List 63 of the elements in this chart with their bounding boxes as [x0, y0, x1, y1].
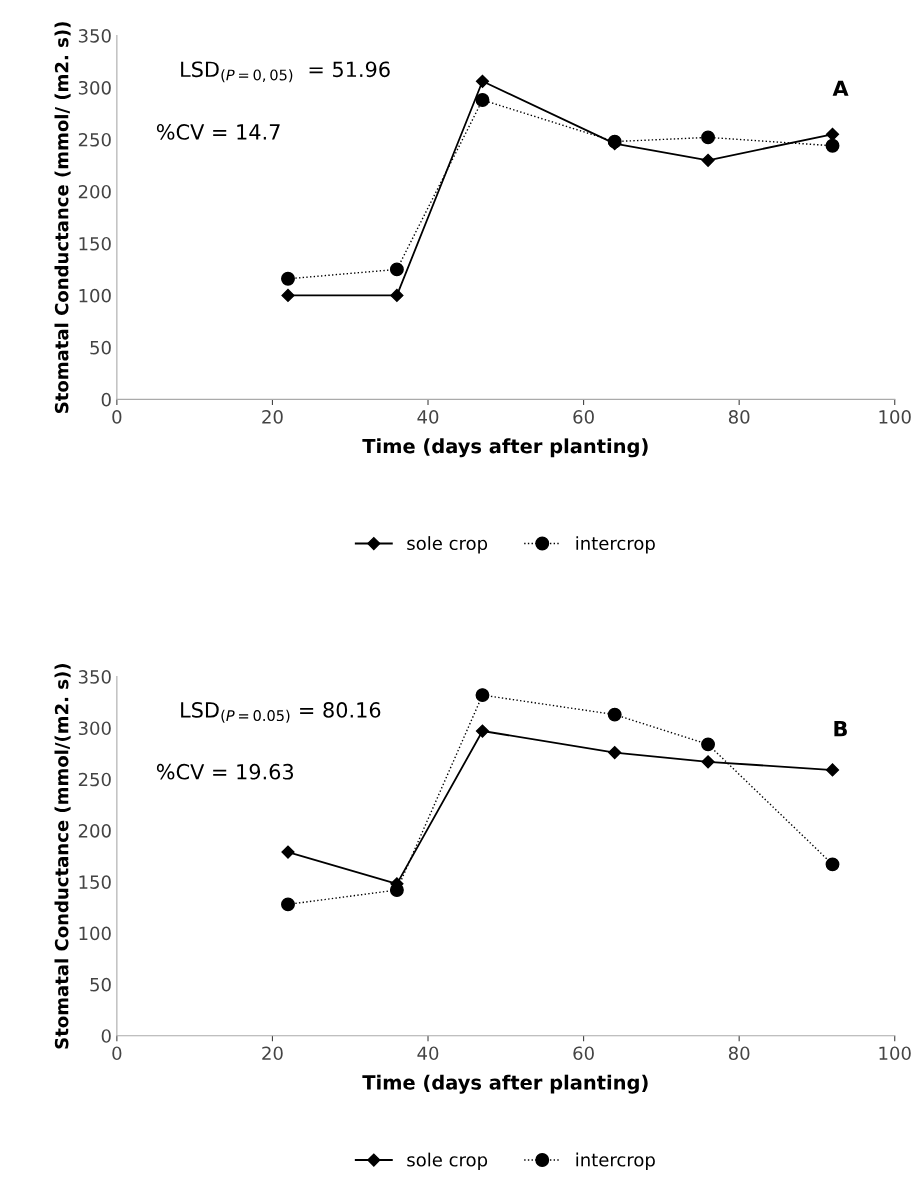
x-tick-label: 60 — [573, 410, 594, 424]
point — [475, 93, 490, 107]
y-axis-title: Stomatal Conductance (mmol/ (m2. s)) — [54, 22, 71, 413]
y-tick-label: 0 — [101, 392, 111, 407]
point — [825, 857, 840, 872]
x-tick-label: 80 — [728, 1046, 750, 1061]
legend-label: sole crop — [407, 1152, 488, 1171]
y-tick-label: 300 — [78, 721, 111, 736]
point — [825, 138, 840, 153]
y-tick-label: 250 — [78, 772, 111, 787]
y-tick-label: 200 — [78, 823, 111, 838]
y-tick-label: 200 — [78, 184, 111, 199]
point — [825, 127, 840, 141]
x-tick-label: 20 — [262, 410, 283, 424]
x-axis-title: Time (days after planting) — [362, 438, 648, 458]
y-tick-label: 350 — [78, 670, 111, 684]
point — [475, 688, 490, 703]
point — [389, 883, 404, 897]
point — [701, 130, 715, 145]
annotation: B — [834, 721, 847, 737]
x-tick-label: 100 — [879, 1046, 911, 1061]
y-tick-label: 50 — [90, 977, 111, 992]
y-tick-label: 300 — [78, 80, 111, 95]
y-tick-label: 350 — [78, 29, 111, 43]
point — [825, 763, 840, 777]
point — [701, 755, 715, 769]
point — [475, 724, 490, 738]
point — [281, 845, 295, 859]
annotation: LSD$_{(P=0.05)}$ = 80.16 — [181, 702, 381, 723]
point — [608, 745, 622, 760]
x-tick-label: 40 — [417, 1046, 439, 1061]
point — [701, 153, 715, 167]
point — [607, 707, 622, 722]
point — [389, 262, 404, 277]
point — [390, 288, 404, 302]
annotation: %CV = 19.63 — [156, 763, 294, 780]
y-tick-label: 250 — [78, 132, 111, 147]
y-tick-label: 50 — [90, 340, 111, 355]
point — [701, 737, 715, 752]
x-tick-label: 60 — [573, 1046, 594, 1061]
legend-label: sole crop — [407, 536, 488, 554]
annotation: A — [832, 80, 849, 96]
x-tick-label: 100 — [879, 410, 911, 424]
y-tick-label: 100 — [79, 288, 111, 303]
point — [281, 897, 295, 912]
x-tick-label: 40 — [417, 410, 439, 424]
y-tick-label: 150 — [79, 875, 111, 889]
x-tick-label: 80 — [728, 410, 750, 424]
legend-label: intercrop — [576, 536, 655, 554]
annotation: LSD$_{(P=0,05)}$ = 51.96 — [181, 61, 390, 83]
legend-label: intercrop — [576, 1152, 655, 1171]
y-tick-label: 100 — [79, 926, 111, 941]
x-tick-label: 0 — [112, 410, 122, 424]
point — [475, 74, 490, 88]
x-tick-label: 20 — [262, 1046, 283, 1061]
x-tick-label: 0 — [112, 1046, 122, 1061]
point — [281, 288, 295, 302]
y-tick-label: 0 — [101, 1029, 111, 1043]
annotation: %CV = 14.7 — [156, 124, 280, 140]
y-tick-label: 150 — [79, 236, 111, 251]
point — [281, 271, 295, 286]
y-axis-title: Stomatal Conductance (mmol/(m2. s)) — [54, 664, 71, 1049]
x-axis-title: Time (days after planting) — [362, 1074, 648, 1094]
